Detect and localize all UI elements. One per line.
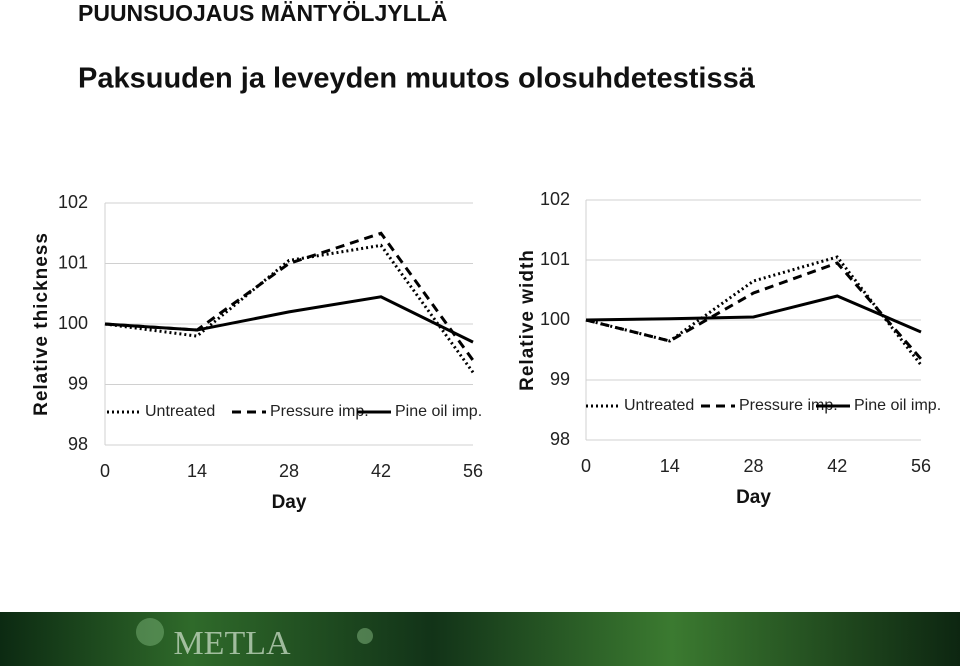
y-tick-label: 98 bbox=[550, 429, 570, 449]
data-line bbox=[104, 295, 474, 344]
x-tick-label: 28 bbox=[743, 456, 763, 476]
y-tick-label: 101 bbox=[58, 252, 88, 272]
data-line bbox=[104, 231, 475, 362]
y-axis-label: Relative width bbox=[517, 249, 538, 391]
y-axis-label: Relative thickness bbox=[31, 232, 52, 416]
x-tick-label: 0 bbox=[581, 456, 591, 476]
x-tick-label: 42 bbox=[827, 456, 847, 476]
y-tick-label: 98 bbox=[68, 434, 88, 454]
y-tick-label: 102 bbox=[58, 192, 88, 212]
x-tick-label: 28 bbox=[279, 461, 299, 481]
y-tick-label: 99 bbox=[550, 369, 570, 389]
x-axis-label: Day bbox=[272, 492, 307, 513]
y-tick-label: 100 bbox=[58, 313, 88, 333]
data-line bbox=[585, 261, 923, 360]
legend-label: Pressure imp. bbox=[739, 397, 838, 414]
footer-band bbox=[0, 612, 960, 666]
y-tick-label: 101 bbox=[540, 249, 570, 269]
data-line bbox=[104, 243, 475, 374]
footer-glow bbox=[357, 628, 373, 644]
x-tick-label: 0 bbox=[100, 461, 110, 481]
x-tick-label: 14 bbox=[187, 461, 207, 481]
x-tick-label: 42 bbox=[371, 461, 391, 481]
data-line bbox=[585, 294, 922, 334]
legend-label: Pine oil imp. bbox=[395, 403, 482, 420]
legend-label: Pressure imp. bbox=[270, 403, 369, 420]
legend-label: Untreated bbox=[624, 397, 694, 414]
y-tick-label: 102 bbox=[540, 189, 570, 209]
x-tick-label: 14 bbox=[660, 456, 680, 476]
slide-title: PUUNSUOJAUS MÄNTYÖLJYLLÄ bbox=[78, 0, 447, 26]
footer-glow bbox=[136, 618, 164, 646]
legend-label: Untreated bbox=[145, 403, 215, 420]
x-tick-label: 56 bbox=[463, 461, 483, 481]
logo: METLA bbox=[173, 625, 291, 662]
x-tick-label: 56 bbox=[911, 456, 931, 476]
legend-label: Pine oil imp. bbox=[854, 397, 941, 414]
x-axis-label: Day bbox=[736, 487, 771, 508]
y-tick-label: 100 bbox=[540, 309, 570, 329]
slide-subtitle: Paksuuden ja leveyden muutos olosuhdetes… bbox=[78, 63, 756, 95]
y-tick-label: 99 bbox=[68, 373, 88, 393]
